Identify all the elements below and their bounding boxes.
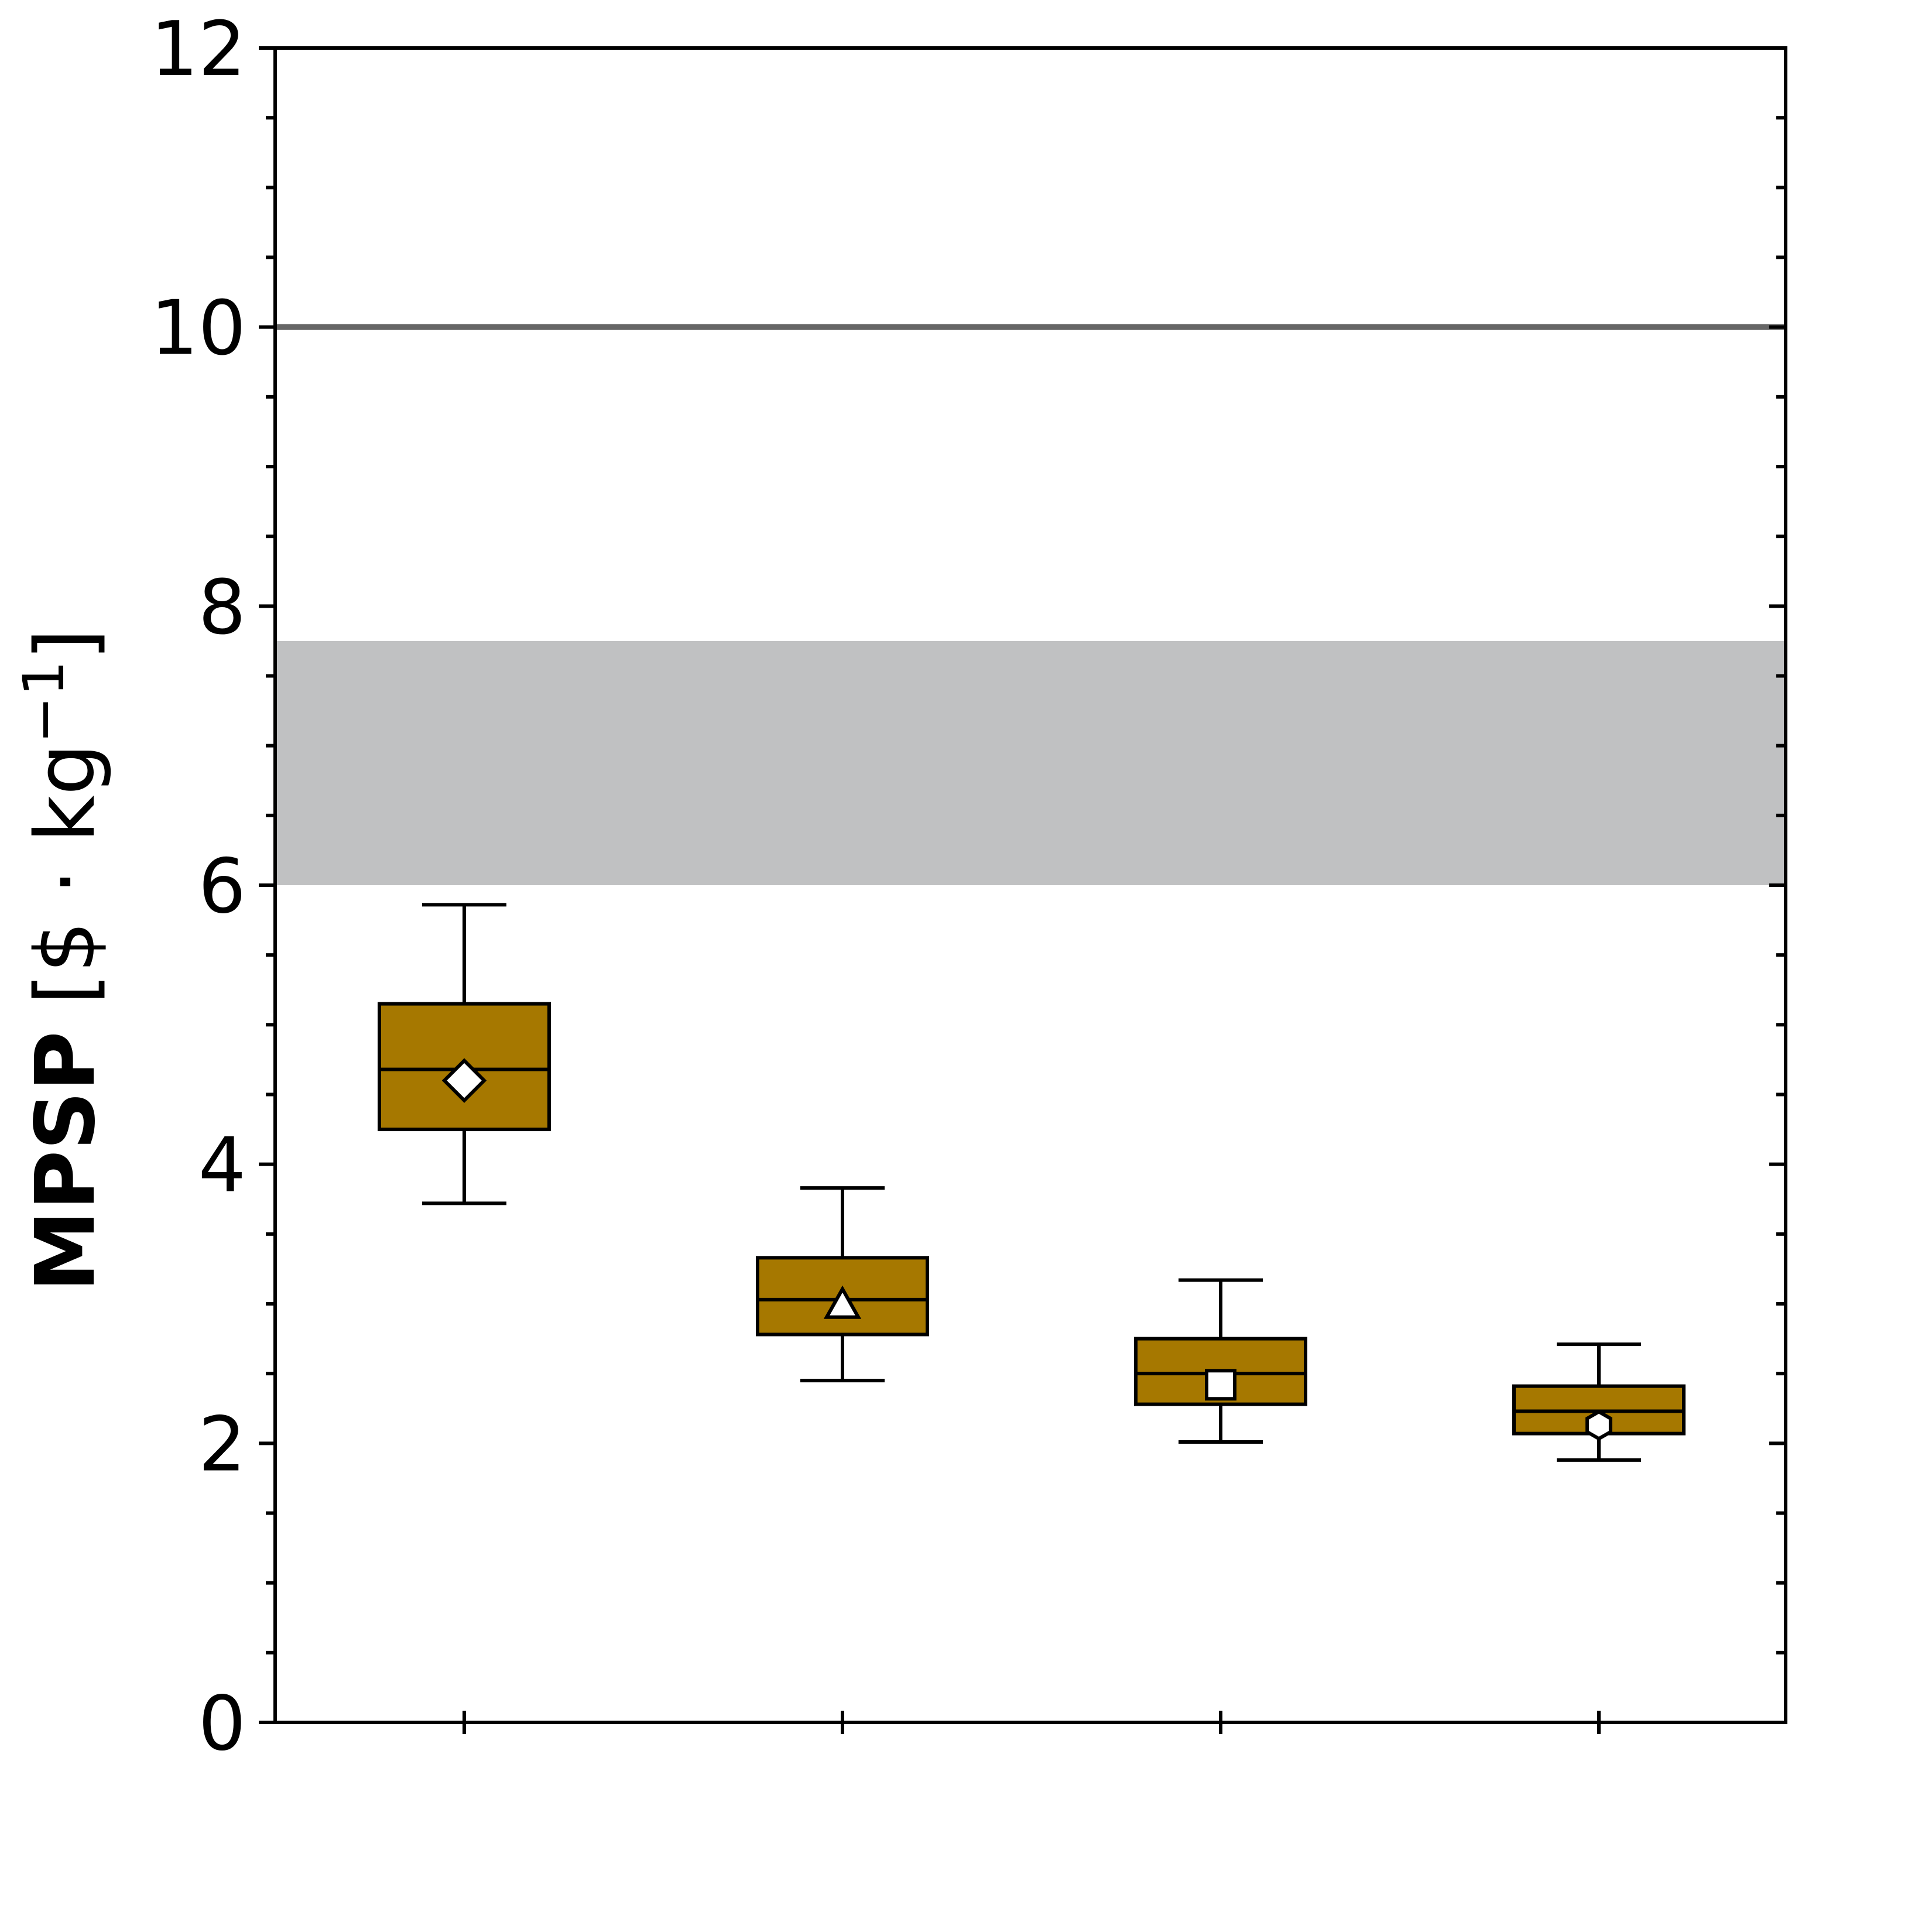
box-group xyxy=(378,903,551,1205)
y-tick-label: 0 xyxy=(198,1680,246,1767)
box-group xyxy=(1134,1278,1307,1444)
y-axis-label-bold: MPSP xyxy=(18,1031,114,1292)
box-plot-layer xyxy=(378,903,1686,1462)
y-axis-label-unit-close: ] xyxy=(18,628,114,660)
mean-marker-hexagon xyxy=(1585,1409,1612,1441)
y-tick-label: 4 xyxy=(198,1122,246,1210)
y-axis-label-unit: [$ · kg xyxy=(18,744,114,1032)
y-tick-label: 10 xyxy=(150,285,246,372)
reference-band-layer xyxy=(275,640,1786,885)
mean-marker-triangle xyxy=(823,1285,862,1319)
mean-marker-square xyxy=(1205,1369,1236,1401)
y-tick-label: 12 xyxy=(150,6,246,93)
box-group xyxy=(1512,1342,1686,1462)
y-tick-label: 8 xyxy=(198,564,246,651)
reference-band xyxy=(275,640,1786,885)
box-group xyxy=(756,1186,929,1383)
y-axis-label-exponent: −1 xyxy=(11,660,77,744)
y-tick-label: 6 xyxy=(198,843,246,930)
y-axis-label: MPSP [$ · kg−1] xyxy=(11,628,114,1292)
box-iqr xyxy=(756,1256,929,1337)
mean-marker-diamond xyxy=(441,1058,487,1103)
axes-layer: 0 2 4 6 8 10 12 xyxy=(150,6,1787,1767)
y-tick-label: 2 xyxy=(198,1401,246,1488)
